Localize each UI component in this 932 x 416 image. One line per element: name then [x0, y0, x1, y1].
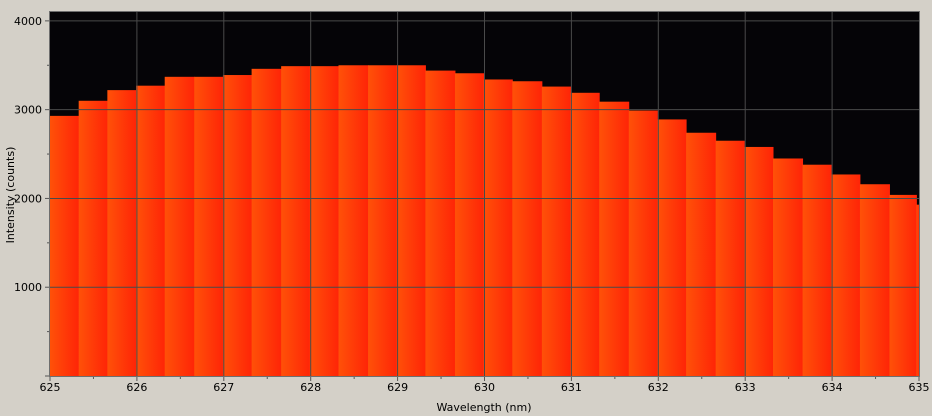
spectrum-bar [309, 66, 340, 376]
spectrum-bar [107, 90, 137, 376]
y-tick-label: 4000 [14, 15, 42, 28]
spectrum-bar [570, 92, 600, 376]
spectrum-bar [164, 76, 195, 376]
spectrum-bar [686, 132, 717, 376]
y-tick-label: 2000 [14, 192, 42, 205]
grid-lines [50, 12, 919, 376]
x-axis-title: Wavelength (nm) [436, 401, 531, 414]
x-tick-label: 633 [735, 381, 756, 394]
tick-labels: 625 626 627 628 629 630 631 632 633 634 635 1000 200… [14, 15, 930, 394]
spectrum-bar [657, 119, 687, 377]
spectrum-bar [194, 76, 224, 376]
spectrum-bar [222, 75, 253, 376]
x-tick-label: 628 [300, 381, 321, 394]
spectrum-bar [916, 204, 920, 376]
spectrum-bars [50, 65, 920, 377]
y-axis-title: Intensity (counts) [4, 147, 17, 244]
spectrum-bar [889, 194, 917, 376]
spectrum-bar [338, 65, 369, 376]
spectrum-bar [541, 86, 572, 376]
spectrum-bar [628, 110, 658, 377]
spectrum-bar [454, 73, 485, 376]
spectrum-bar [281, 66, 311, 376]
x-tick-label: 627 [213, 381, 234, 394]
spectrum-bar [396, 65, 426, 376]
spectrum-bar [715, 140, 745, 376]
x-tick-label: 632 [648, 381, 669, 394]
spectrum-bar [78, 100, 108, 376]
spectrum-bar [599, 101, 630, 377]
spectrum-bar [773, 158, 804, 376]
y-tick-label: 1000 [14, 281, 42, 294]
spectrum-bar [425, 70, 456, 376]
x-tick-label: 635 [909, 381, 930, 394]
x-tick-label: 634 [822, 381, 843, 394]
spectrum-bar [251, 68, 282, 376]
x-tick-label: 629 [387, 381, 408, 394]
spectrum-bar [368, 65, 398, 376]
spectrum-bar [136, 85, 166, 376]
x-tick-label: 630 [474, 381, 495, 394]
spectrum-bar [50, 115, 80, 376]
y-tick-label: 3000 [14, 104, 42, 117]
spectrum-bar [802, 164, 832, 376]
spectrum-bar [483, 79, 513, 376]
spectrum-bar [744, 146, 774, 376]
x-tick-label: 625 [40, 381, 61, 394]
x-tick-label: 626 [126, 381, 147, 394]
spectrum-bar [512, 81, 543, 376]
plot-frame [49, 11, 920, 377]
spectrum-bar [859, 184, 890, 376]
spectrum-bar [831, 174, 861, 376]
x-tick-label: 631 [561, 381, 582, 394]
